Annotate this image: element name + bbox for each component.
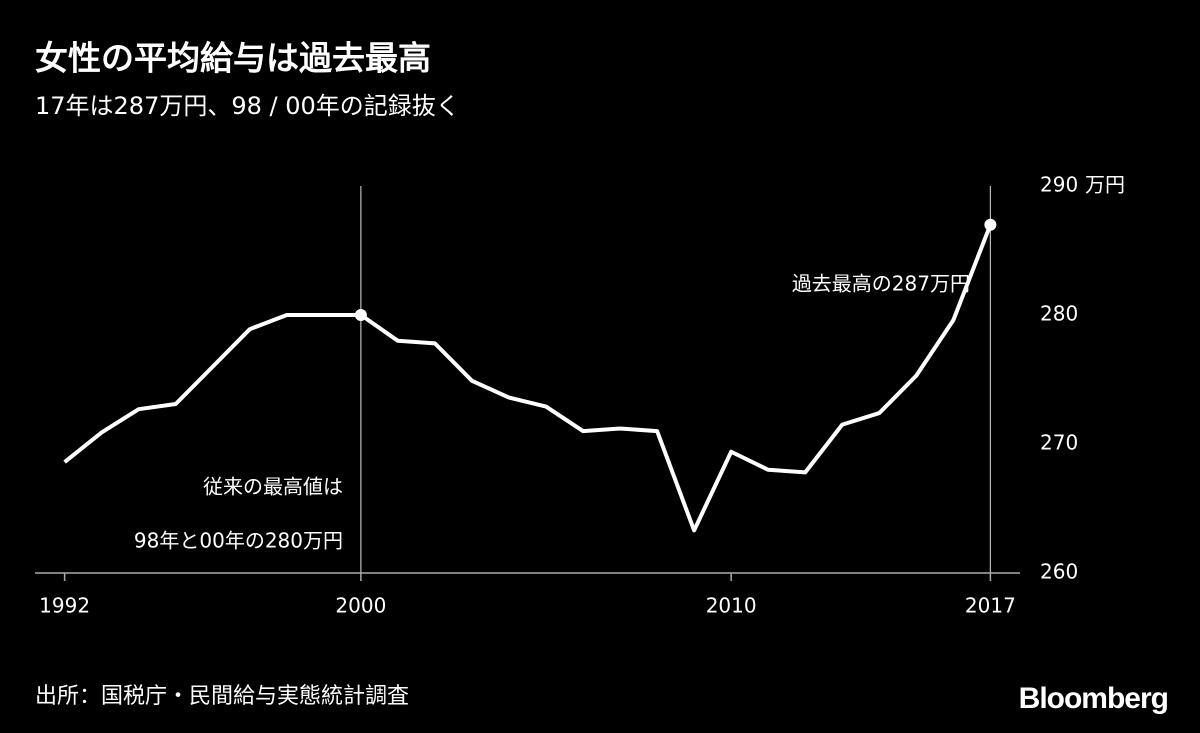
chart-subtitle: 17年は287万円、98 / 00年の記録抜く bbox=[35, 92, 460, 120]
data-line bbox=[63, 223, 993, 533]
highlight-point bbox=[354, 309, 367, 321]
y-tick-label: 270 bbox=[1040, 431, 1078, 455]
y-tick-label: 260 bbox=[1040, 560, 1078, 584]
highlight-point bbox=[984, 218, 997, 231]
x-tick-label: 2000 bbox=[335, 594, 386, 618]
chart-title: 女性の平均給与は過去最高 bbox=[35, 39, 431, 78]
y-tick-label: 290 bbox=[1040, 173, 1078, 197]
x-tick-label: 2017 bbox=[965, 594, 1016, 618]
annotation: 98年と00年の280万円 bbox=[134, 529, 343, 553]
y-unit: 万円 bbox=[1085, 173, 1125, 197]
annotation: 従来の最高値は bbox=[203, 475, 343, 499]
source: 出所：国税庁・民間給与実態統計調査 bbox=[35, 684, 409, 709]
brand-logo: Bloomberg bbox=[1019, 682, 1168, 715]
y-tick-label: 280 bbox=[1040, 302, 1078, 326]
x-tick-label: 2010 bbox=[706, 594, 757, 618]
x-tick-label: 1992 bbox=[39, 594, 90, 618]
annotation: 過去最高の287万円 bbox=[792, 272, 970, 296]
